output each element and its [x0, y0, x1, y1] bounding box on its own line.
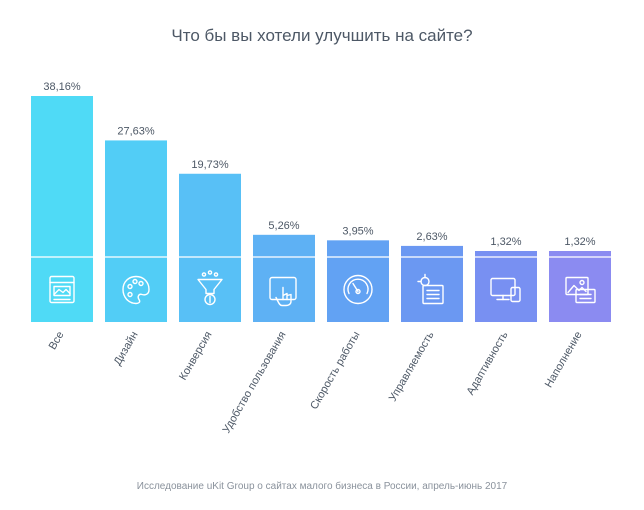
bar-icon-band-3	[179, 257, 241, 322]
funnel-icon	[197, 270, 223, 306]
bar-icon-band-7	[475, 257, 537, 322]
footnote: Исследование uKit Group о сайтах малого …	[136, 481, 508, 492]
category-label: Наполнение	[543, 330, 585, 390]
value-label: 2,63%	[416, 231, 447, 243]
bar-chart: 38,16% Все 27,63% Дизайн 19,73% Конверсия 5,26…	[31, 81, 611, 435]
bar-6	[401, 245, 463, 257]
dashboard-icon	[49, 275, 75, 304]
category-label: Скорость работы	[308, 329, 362, 411]
category-label: Все	[47, 330, 67, 352]
bar-icon-band-2	[105, 257, 167, 322]
chart-title: Что бы вы хотели улучшить на сайте?	[171, 26, 473, 45]
value-label: 27,63%	[117, 125, 155, 137]
value-label: 5,26%	[268, 220, 299, 232]
palette-icon	[122, 275, 150, 305]
speedometer-icon	[343, 274, 373, 305]
value-label: 1,32%	[490, 236, 521, 248]
bar-7	[475, 251, 537, 257]
bar-icon-band-4	[253, 257, 315, 322]
category-label: Удобство пользования	[221, 329, 289, 435]
category-label: Управляемость	[387, 329, 437, 403]
devices-icon	[490, 277, 521, 303]
touch-screen-icon	[269, 276, 297, 307]
bar-icon-band-6	[401, 257, 463, 322]
value-label: 3,95%	[342, 225, 373, 237]
bar-icon-band-1	[31, 257, 93, 322]
settings-panel-icon	[417, 273, 444, 305]
value-label: 1,32%	[564, 236, 595, 248]
value-label: 19,73%	[191, 159, 229, 171]
bar-4	[253, 234, 315, 257]
category-label: Конверсия	[177, 329, 214, 382]
bar-8	[549, 251, 611, 257]
bar-5	[327, 240, 389, 257]
images-icon	[565, 276, 596, 304]
category-label: Адаптивность	[465, 329, 511, 397]
value-label: 38,16%	[43, 81, 81, 93]
bar-2	[105, 140, 167, 257]
bar-3	[179, 173, 241, 257]
category-label: Дизайн	[112, 330, 141, 368]
bar-1	[31, 96, 93, 257]
